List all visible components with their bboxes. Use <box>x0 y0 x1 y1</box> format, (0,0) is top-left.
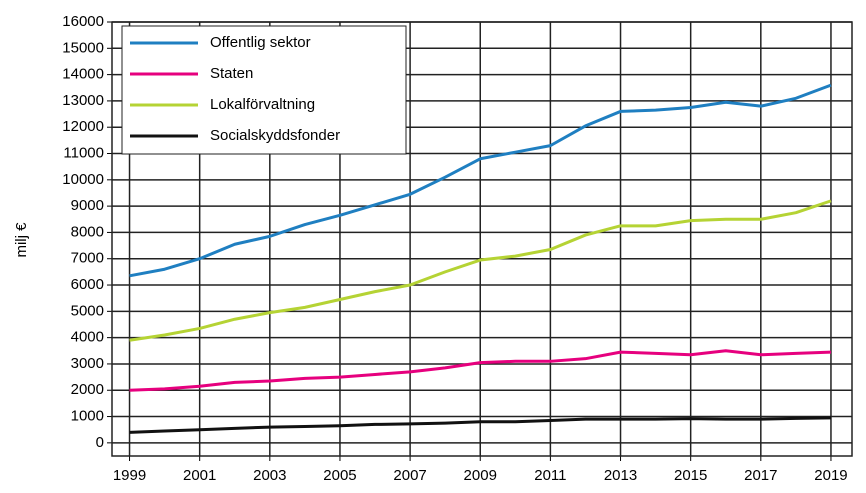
legend-label: Socialskyddsfonder <box>210 127 340 144</box>
y-tick-label: 4000 <box>71 329 104 346</box>
series-line <box>129 199 832 342</box>
x-tick-label: 2019 <box>814 467 847 484</box>
y-tick-label: 10000 <box>62 171 104 188</box>
y-tick-label: 15000 <box>62 39 104 56</box>
y-tick-label: 0 <box>96 434 104 451</box>
x-tick-label: 2005 <box>323 467 356 484</box>
series-line <box>129 416 831 434</box>
legend-label: Staten <box>210 65 253 82</box>
y-tick-label: 3000 <box>71 355 104 372</box>
x-tick-label: 2011 <box>534 467 566 484</box>
x-tick-label: 2013 <box>604 467 637 484</box>
y-tick-label: 14000 <box>62 66 104 83</box>
series-line <box>129 349 832 392</box>
x-tick-label: 2003 <box>253 467 286 484</box>
y-tick-label: 2000 <box>71 381 104 398</box>
y-tick-label: 5000 <box>71 302 104 319</box>
x-tick-label: 2007 <box>393 467 426 484</box>
series-line <box>129 83 832 278</box>
legend-label: Lokalförvaltning <box>210 96 315 113</box>
legend-label: Offentlig sektor <box>210 34 311 51</box>
y-tick-label: 12000 <box>62 118 104 135</box>
x-tick-label: 2009 <box>464 467 497 484</box>
x-tick-label: 2017 <box>744 467 777 484</box>
legend-box <box>121 25 407 155</box>
y-axis-label: milj € <box>13 222 30 258</box>
y-tick-label: 13000 <box>62 92 104 109</box>
x-tick-label: 2015 <box>674 467 707 484</box>
y-tick-label: 8000 <box>71 223 104 240</box>
x-tick-label: 2001 <box>183 467 216 484</box>
y-tick-label: 16000 <box>62 13 104 30</box>
plot-frame <box>111 21 853 457</box>
y-tick-label: 9000 <box>71 197 104 214</box>
y-tick-label: 7000 <box>71 250 104 267</box>
y-tick-label: 11000 <box>63 144 104 161</box>
y-tick-label: 1000 <box>71 408 104 425</box>
y-tick-label: 6000 <box>71 276 104 293</box>
x-tick-label: 1999 <box>113 467 146 484</box>
